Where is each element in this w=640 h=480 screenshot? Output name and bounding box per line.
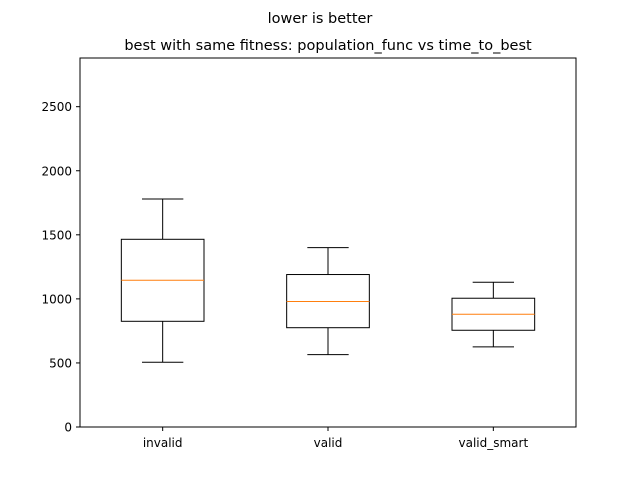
y-tick-label: 500 [49, 356, 72, 370]
y-tick-label: 2000 [41, 164, 72, 178]
x-tick-label: valid [314, 436, 343, 450]
chart-suptitle: lower is better [268, 11, 373, 27]
plot-area: 0 500 1000 1500 2000 2500 invalid valid valid_sm… [41, 57, 577, 450]
y-tick-label: 0 [64, 421, 72, 435]
x-tick-label: valid_smart [458, 436, 528, 450]
chart-title: best with same fitness: population_func … [124, 38, 532, 54]
x-tick-label: invalid [143, 436, 183, 450]
y-tick-label: 1000 [41, 292, 72, 306]
y-tick-label: 1500 [41, 228, 72, 242]
y-tick-label: 2500 [41, 100, 72, 114]
